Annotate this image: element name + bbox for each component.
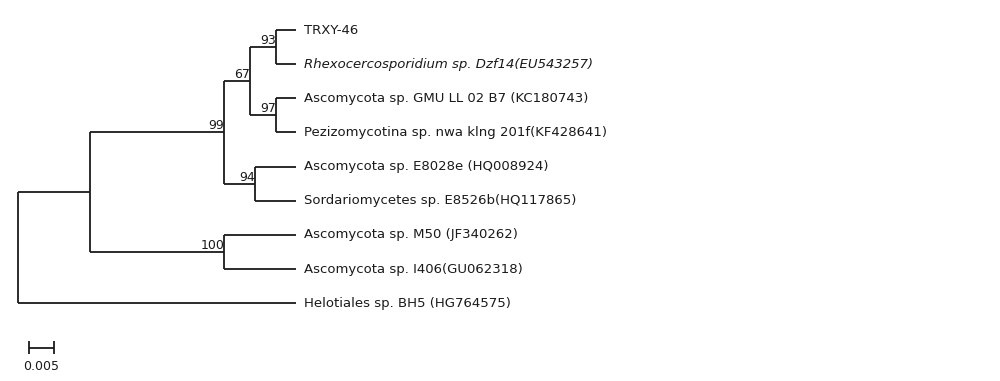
Text: 99: 99 (209, 120, 224, 133)
Text: Rhexocercosporidium sp. Dzf14(EU543257): Rhexocercosporidium sp. Dzf14(EU543257) (304, 58, 593, 71)
Text: Ascomycota sp. GMU LL 02 B7 (KC180743): Ascomycota sp. GMU LL 02 B7 (KC180743) (304, 92, 589, 105)
Text: Pezizomycotina sp. nwa klng 201f(KF428641): Pezizomycotina sp. nwa klng 201f(KF42864… (304, 126, 607, 139)
Text: 0.005: 0.005 (23, 360, 59, 373)
Text: Helotiales sp. BH5 (HG764575): Helotiales sp. BH5 (HG764575) (304, 297, 511, 310)
Text: Ascomycota sp. E8028e (HQ008924): Ascomycota sp. E8028e (HQ008924) (304, 160, 549, 173)
Text: 67: 67 (234, 68, 250, 81)
Text: 94: 94 (240, 171, 255, 184)
Text: Ascomycota sp. I406(GU062318): Ascomycota sp. I406(GU062318) (304, 263, 523, 275)
Text: 100: 100 (200, 239, 224, 252)
Text: Ascomycota sp. M50 (JF340262): Ascomycota sp. M50 (JF340262) (304, 228, 518, 242)
Text: 93: 93 (260, 34, 276, 47)
Text: 97: 97 (260, 102, 276, 115)
Text: Sordariomycetes sp. E8526b(HQ117865): Sordariomycetes sp. E8526b(HQ117865) (304, 194, 577, 207)
Text: TRXY-46: TRXY-46 (304, 24, 358, 37)
